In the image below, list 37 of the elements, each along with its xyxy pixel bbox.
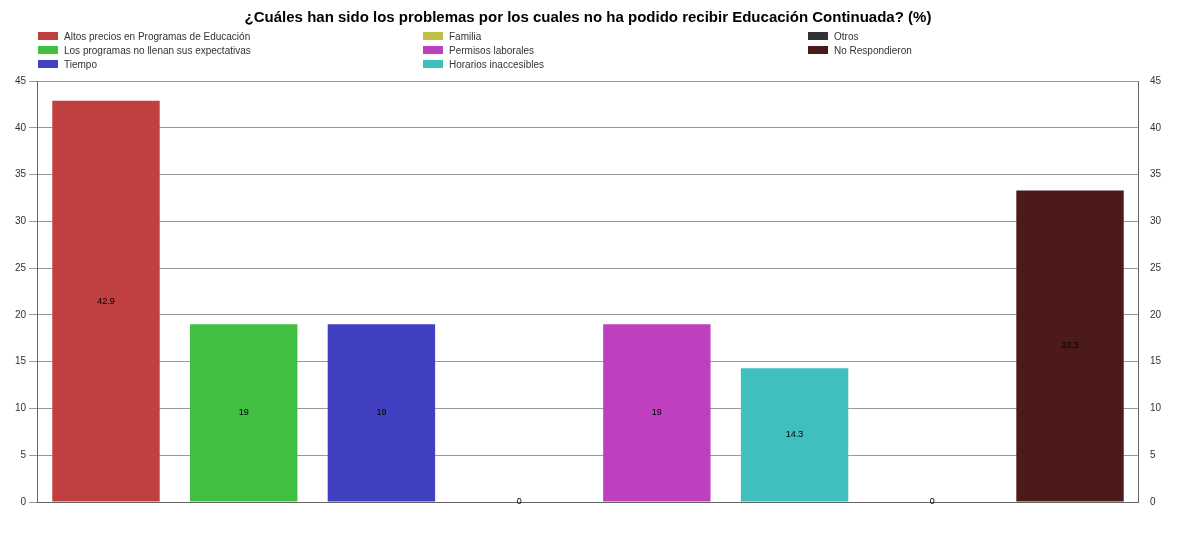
legend-label: Los programas no llenan sus expectativas [64,44,251,56]
y2-tick-label: 30 [1149,215,1162,227]
y-tick-label: 40 [15,121,27,133]
y-tick-label: 20 [15,308,27,320]
y2-tick-label: 10 [1149,402,1162,414]
data-label: 42.9 [97,295,115,306]
data-label: 0 [516,496,522,507]
legend-label: Permisos laborales [449,44,535,56]
y2-tick-label: 20 [1149,308,1162,320]
y2-tick-label: 25 [1149,261,1162,273]
legend-label: Altos precios en Programas de Educación [64,30,251,42]
legend-label: Tiempo [64,58,97,70]
y2-tick-label: 5 [1149,448,1156,460]
y2-tick-label: 35 [1149,168,1162,180]
y2-tick-label: 0 [1149,495,1156,507]
chart-title: ¿Cuáles han sido los problemas por los cuales no ha podido recibir Educación Continuada? (%) [243,8,933,25]
legend-label: Familia [449,30,482,42]
data-label: 33.3 [1061,340,1079,351]
y-tick-label: 30 [15,215,27,227]
y-tick-label: 0 [20,495,27,507]
y-tick-label: 15 [15,355,27,367]
legend-label: No Respondieron [834,44,912,56]
y2-tick-label: 40 [1149,121,1162,133]
legend-label: Horarios inaccesibles [449,58,545,70]
data-label: 19 [376,407,387,418]
y-tick-label: 5 [20,448,27,460]
y2-tick-label: 45 [1149,74,1162,86]
data-label: 19 [238,407,249,418]
data-label: 0 [929,496,935,507]
legend-label: Otros [834,30,859,42]
y-tick-label: 10 [15,402,27,414]
data-label: 19 [651,407,662,418]
y-tick-label: 45 [15,74,27,86]
y-tick-label: 35 [15,168,27,180]
y2-tick-label: 15 [1149,355,1162,367]
data-label: 14.3 [785,429,804,440]
y-tick-label: 25 [15,261,27,273]
